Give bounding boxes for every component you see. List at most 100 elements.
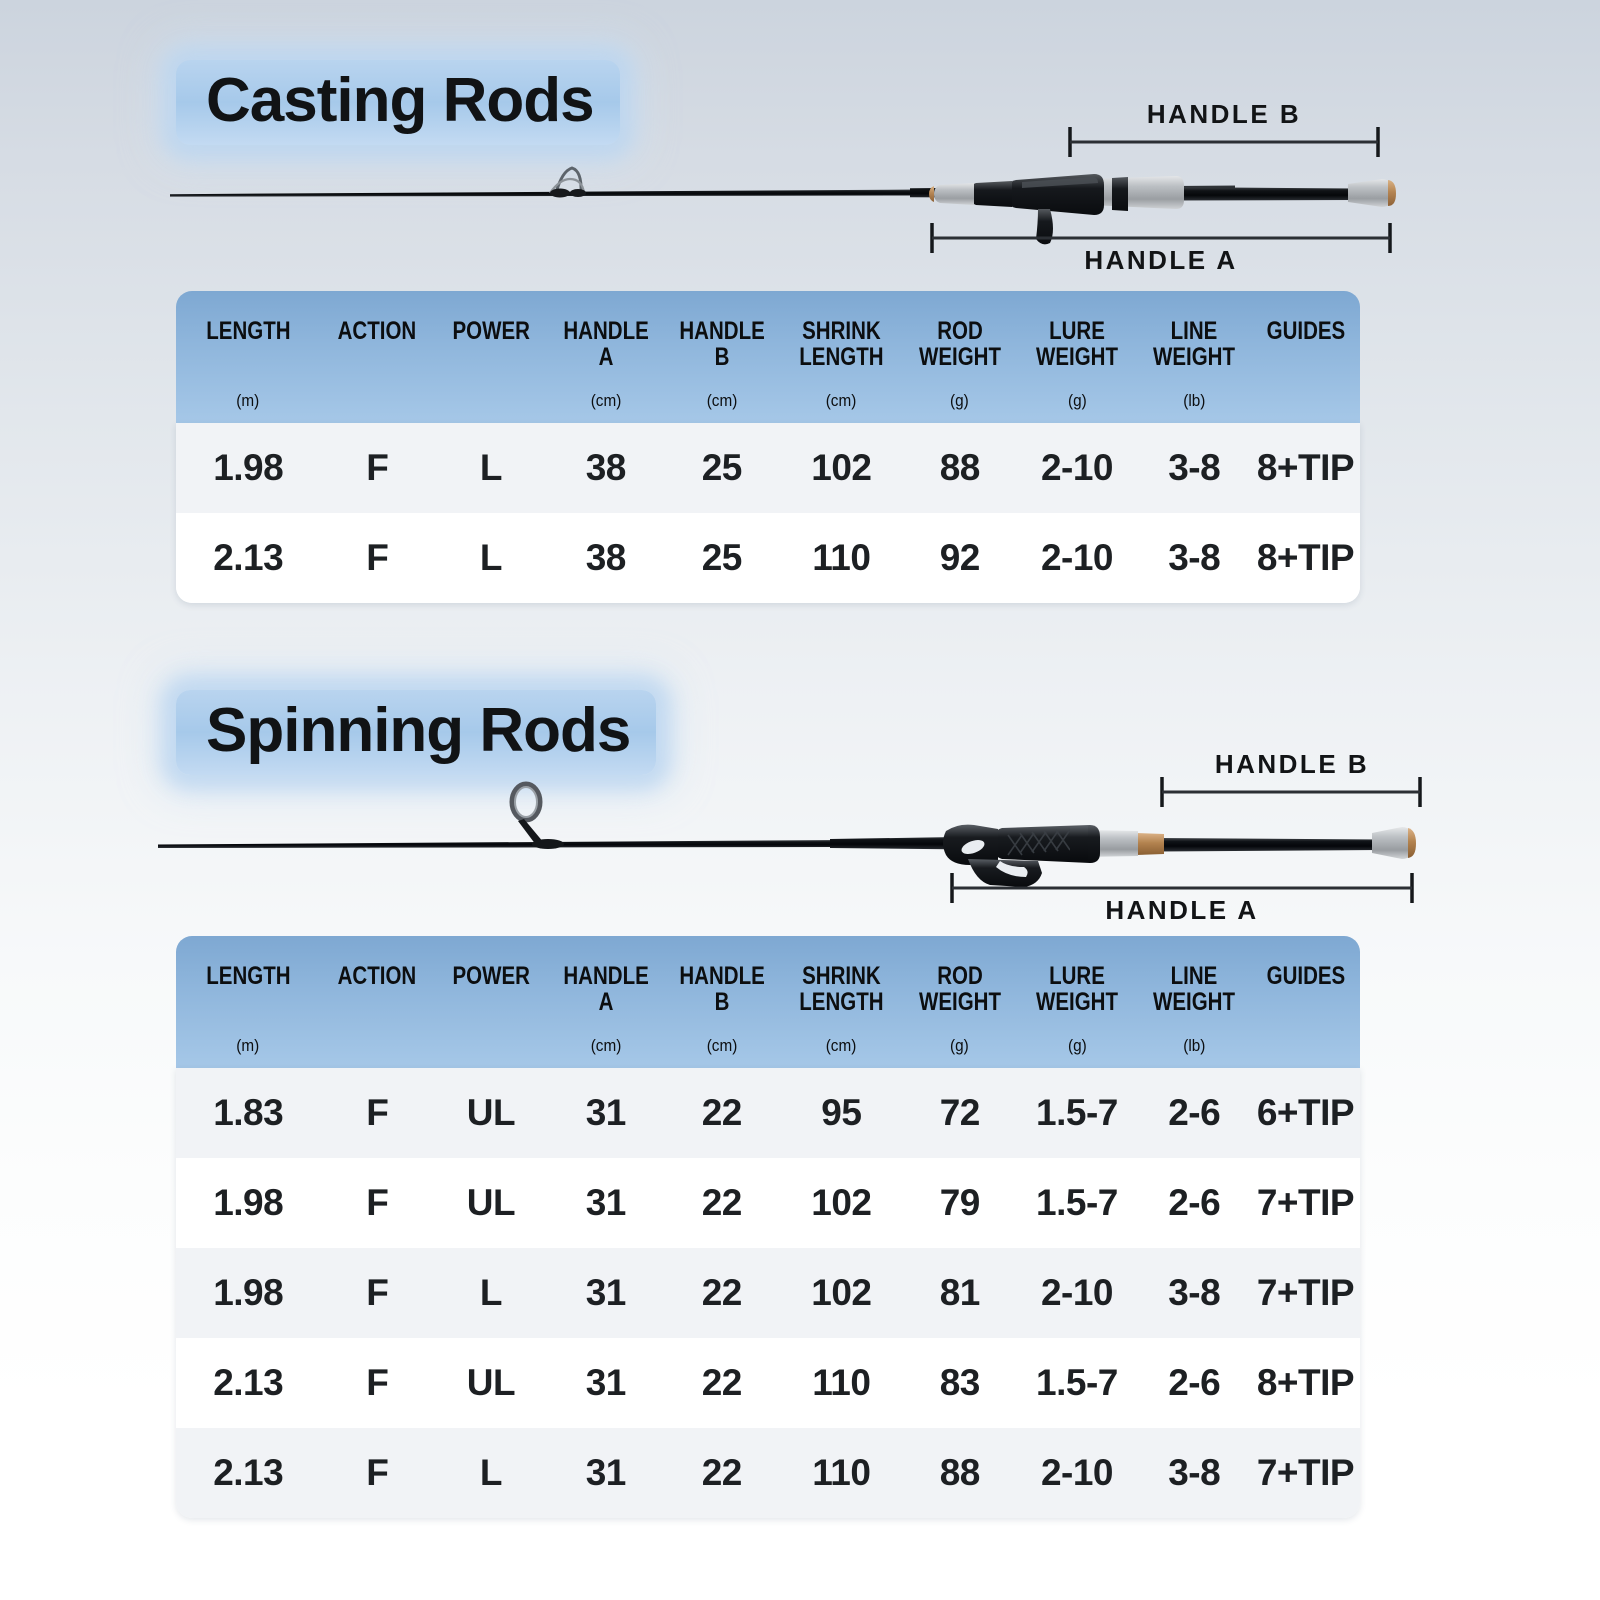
- cell-shrink-length: 110: [812, 1362, 871, 1403]
- table-row: 1.83 F UL 31 22 95 72 1.5-7 2-6 6+TIP: [176, 1068, 1360, 1158]
- column-header-handle-a: HANDLE A (cm): [548, 963, 664, 1056]
- column-title: LINE WEIGHT: [1153, 962, 1236, 1016]
- cell-handle-a: 31: [585, 1092, 627, 1133]
- cell-lure-weight: 2-10: [1040, 447, 1114, 488]
- column-header-guides: GUIDES: [1251, 318, 1360, 411]
- spinning-rod-illustration: HANDLE B: [140, 749, 1422, 925]
- column-header-handle-a: HANDLE A (cm): [548, 317, 664, 411]
- column-header-lure-weight: LURE WEIGHT (g): [1017, 317, 1138, 411]
- cell-lure-weight: 2-10: [1040, 1272, 1114, 1313]
- handle-b-dimension-casting: HANDLE B: [1068, 99, 1380, 157]
- cell-handle-a: 31: [585, 1272, 627, 1313]
- cell-rod-weight: 72: [939, 1092, 981, 1133]
- cell-handle-a: 31: [585, 1182, 627, 1223]
- handle-a-label-casting: HANDLE A: [1084, 245, 1237, 275]
- cell-rod-weight: 88: [939, 447, 981, 488]
- column-unit: (lb): [1183, 1036, 1206, 1055]
- column-header-power: POWER: [434, 963, 548, 1056]
- column-header-power: POWER: [434, 318, 548, 411]
- cell-guides: 7+TIP: [1256, 1452, 1355, 1493]
- handle-b-label-spinning: HANDLE B: [1215, 749, 1369, 779]
- column-unit: (cm): [826, 1036, 857, 1055]
- butt-cap-casting: [1348, 179, 1396, 207]
- cell-shrink-length: 102: [811, 1182, 872, 1223]
- cell-action: F: [366, 1182, 389, 1223]
- cell-shrink-length: 95: [821, 1092, 862, 1133]
- column-header-line-weight: LINE WEIGHT (lb): [1137, 318, 1251, 411]
- table-body-casting: 1.98 F L 38 25 102 88 2-10 3-8 8+TIP 2.1…: [176, 423, 1360, 603]
- column-header-length: LENGTH (m): [176, 317, 320, 411]
- cell-lure-weight: 1.5-7: [1036, 1362, 1118, 1403]
- handle-b-dimension-spinning: HANDLE B: [1160, 749, 1422, 807]
- table-body-spinning: 1.83 F UL 31 22 95 72 1.5-7 2-6 6+TIP 1.…: [176, 1068, 1360, 1518]
- cell-handle-b: 25: [701, 537, 743, 578]
- column-header-guides: GUIDES: [1251, 963, 1360, 1056]
- column-title: ROD WEIGHT: [918, 962, 1001, 1016]
- column-unit: (cm): [706, 1036, 738, 1055]
- rod-blank-tip-section: [158, 840, 840, 848]
- cell-rod-weight: 81: [939, 1272, 981, 1313]
- column-title: HANDLE A: [563, 317, 649, 371]
- column-unit: (g): [950, 391, 970, 410]
- cell-power: L: [479, 537, 503, 578]
- cell-action: F: [366, 447, 389, 488]
- ring-guide-icon: [509, 781, 564, 849]
- line-guide-icon: [549, 166, 586, 198]
- column-unit: (g): [950, 1036, 970, 1055]
- column-header-length: LENGTH (m): [176, 963, 320, 1056]
- column-title: HANDLE B: [679, 962, 765, 1016]
- cell-shrink-length: 102: [811, 447, 872, 488]
- column-header-handle-b: HANDLE B (cm): [664, 317, 780, 411]
- cell-action: F: [366, 1272, 389, 1313]
- cell-action: F: [366, 1362, 389, 1403]
- rod-rear-shaft: [1168, 187, 1356, 201]
- cell-line-weight: 2-6: [1168, 1092, 1221, 1133]
- column-title: ACTION: [337, 317, 417, 345]
- cell-power: UL: [466, 1092, 516, 1133]
- cell-guides: 8+TIP: [1256, 537, 1355, 578]
- cell-rod-weight: 79: [939, 1182, 981, 1223]
- table-row: 1.98 F L 38 25 102 88 2-10 3-8 8+TIP: [176, 423, 1360, 513]
- cell-shrink-length: 102: [811, 1272, 872, 1313]
- cell-action: F: [366, 537, 389, 578]
- column-header-shrink-length: SHRINK LENGTH (cm): [780, 317, 903, 411]
- cell-rod-weight: 92: [939, 537, 981, 578]
- table-row: 2.13 F UL 31 22 110 83 1.5-7 2-6 8+TIP: [176, 1338, 1360, 1428]
- cell-handle-b: 22: [701, 1362, 743, 1403]
- column-title: ROD WEIGHT: [918, 317, 1001, 371]
- rod-rear-shaft: [1160, 838, 1380, 852]
- cell-line-weight: 2-6: [1168, 1362, 1221, 1403]
- cell-rod-weight: 88: [939, 1452, 981, 1493]
- column-title: SHRINK LENGTH: [799, 317, 884, 371]
- cell-length: 2.13: [213, 1452, 284, 1493]
- column-title: HANDLE B: [679, 317, 765, 371]
- front-cork-grip-casting: [929, 183, 974, 205]
- cell-handle-b: 22: [701, 1182, 743, 1223]
- cell-power: UL: [466, 1362, 516, 1403]
- column-title: LURE WEIGHT: [1035, 962, 1118, 1016]
- cell-power: L: [479, 1452, 503, 1493]
- column-title: SHRINK LENGTH: [799, 962, 884, 1016]
- column-unit: (m): [236, 1036, 260, 1055]
- column-title: LENGTH: [206, 317, 291, 345]
- table-header-row-casting: LENGTH (m) ACTION POWER HANDLE A (cm) HA…: [176, 291, 1360, 425]
- cell-action: F: [366, 1452, 389, 1493]
- table-header-row-spinning: LENGTH (m) ACTION POWER HANDLE A (cm) HA…: [176, 936, 1360, 1070]
- column-header-action: ACTION: [320, 317, 434, 411]
- butt-cap-spinning: [1372, 827, 1416, 859]
- reel-seat-collar: [1070, 826, 1088, 861]
- cell-handle-b: 22: [701, 1272, 743, 1313]
- cell-shrink-length: 110: [812, 537, 871, 578]
- cork-ring-spinning: [1136, 833, 1164, 855]
- column-header-lure-weight: LURE WEIGHT (g): [1017, 962, 1138, 1056]
- cell-handle-b: 22: [701, 1452, 743, 1493]
- cell-handle-a: 38: [585, 447, 627, 488]
- cell-guides: 8+TIP: [1256, 1362, 1355, 1403]
- cell-rod-weight: 83: [939, 1362, 981, 1403]
- spinning-spec-table: LENGTH (m) ACTION POWER HANDLE A (cm) HA…: [176, 936, 1360, 1520]
- cell-length: 1.83: [213, 1092, 284, 1133]
- column-header-handle-b: HANDLE B (cm): [664, 962, 780, 1056]
- column-title: LURE WEIGHT: [1035, 317, 1118, 371]
- column-unit: (lb): [1183, 391, 1206, 410]
